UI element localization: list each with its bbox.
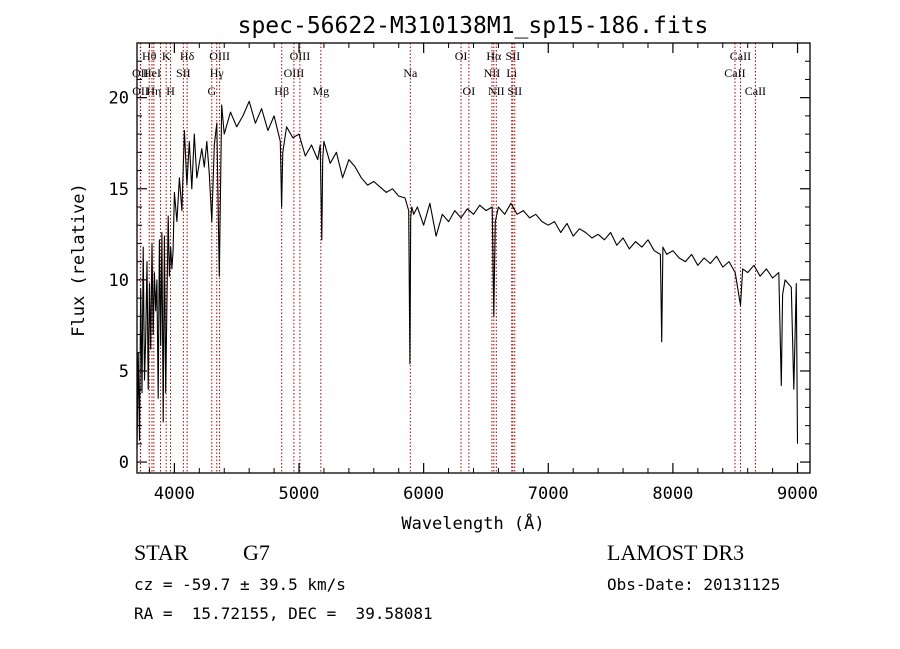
y-tick-label: 20 <box>109 89 129 109</box>
spectrum-line <box>136 100 799 448</box>
line-marker-label: Li <box>506 66 517 80</box>
x-tick-label: 9000 <box>777 484 818 504</box>
x-tick-label: 4000 <box>154 484 195 504</box>
line-marker-label: CaII <box>730 49 751 63</box>
line-marker-label: SII <box>176 66 191 80</box>
line-marker-label: Hβ <box>274 84 289 98</box>
y-axis: 0 5 10 15 20 <box>109 42 810 473</box>
x-axis-label: Wavelength (Å) <box>401 512 544 534</box>
line-marker-label: OIII <box>284 66 305 80</box>
line-marker-label: Na <box>403 66 418 80</box>
line-marker-label: Mg <box>312 84 329 98</box>
object-class: STAR <box>134 540 189 565</box>
spectral-line-markers: OIIOIIHθHeIHηKHSIIHδGHγOIIIHβOIIIOIIIMgN… <box>132 43 766 473</box>
x-tick-label: 8000 <box>652 484 693 504</box>
redshift-value: cz = -59.7 ± 39.5 km/s <box>134 575 346 594</box>
y-tick-label: 0 <box>119 453 129 473</box>
line-marker-label: Hγ <box>210 66 225 80</box>
line-marker-label: OI <box>463 84 476 98</box>
spectrum-series <box>136 100 799 448</box>
x-axis: 4000 5000 6000 7000 8000 9000 <box>148 43 818 504</box>
x-tick-label: 6000 <box>403 484 444 504</box>
x-tick-label: 5000 <box>279 484 320 504</box>
line-marker-label: Hδ <box>180 49 195 63</box>
line-marker-label: CaII <box>724 66 745 80</box>
line-marker-label: SII <box>506 49 521 63</box>
line-marker-label: OIII <box>290 49 311 63</box>
line-marker-label: Hη <box>146 84 161 98</box>
line-marker-label: SII <box>507 84 522 98</box>
y-tick-label: 15 <box>109 180 129 200</box>
x-tick-label: 7000 <box>528 484 569 504</box>
line-marker-label: OIII <box>209 49 230 63</box>
plot-frame <box>136 42 811 474</box>
line-marker-label: OI <box>455 49 468 63</box>
line-marker-label: HeI <box>143 66 161 80</box>
coordinates: RA = 15.72155, DEC = 39.58081 <box>134 604 433 623</box>
line-marker-label: Hθ <box>142 49 157 63</box>
line-marker-label: Hα <box>486 49 502 63</box>
object-subclass: G7 <box>243 540 270 565</box>
survey-name: LAMOST DR3 <box>607 540 745 565</box>
line-marker-label: H <box>166 84 175 98</box>
observation-date: Obs-Date: 20131125 <box>607 575 781 594</box>
y-tick-label: 10 <box>109 271 129 291</box>
line-marker-label: G <box>207 84 216 98</box>
line-marker-label: NII <box>488 84 505 98</box>
chart-title: spec-56622-M310138M1_sp15-186.fits <box>238 13 709 39</box>
line-marker-label: CaII <box>745 84 766 98</box>
line-marker-label: OII <box>132 66 149 80</box>
line-marker-label: K <box>162 49 171 63</box>
line-marker-label: NII <box>484 66 501 80</box>
y-axis-label: Flux (relative) <box>69 183 89 337</box>
y-tick-label: 5 <box>119 362 129 382</box>
